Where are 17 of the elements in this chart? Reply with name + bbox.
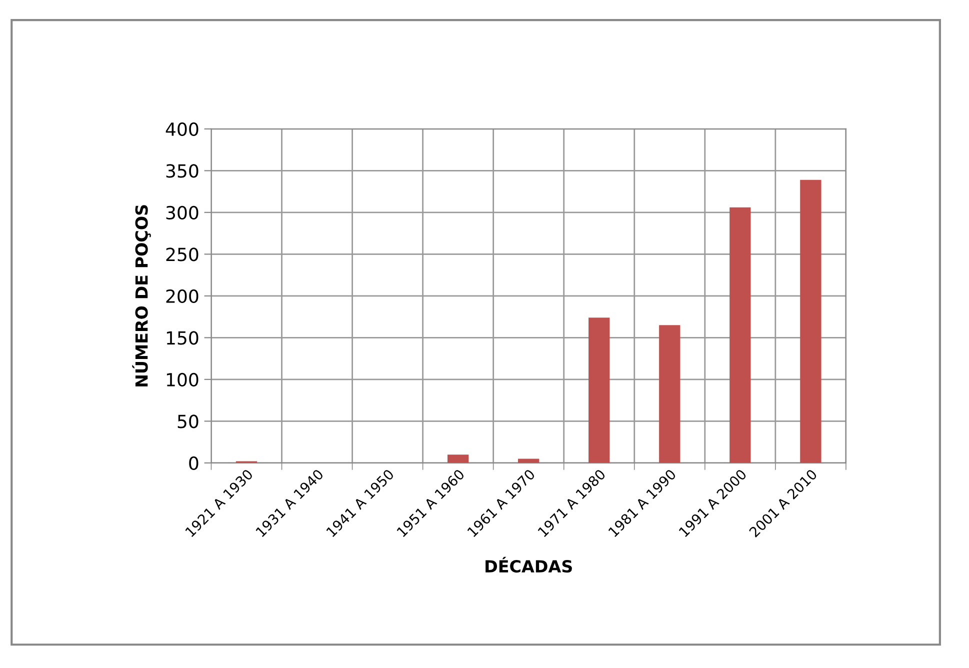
y-axis-title: NÚMERO DE POÇOS	[132, 205, 151, 386]
y-tick-label: 50	[178, 414, 198, 428]
bar	[659, 325, 680, 463]
y-tick-label: 100	[166, 372, 198, 387]
bar	[588, 318, 610, 463]
y-tick-label: 400	[166, 122, 198, 136]
y-tick-label: 250	[166, 248, 198, 262]
y-tick-label: 300	[166, 206, 198, 220]
bar	[518, 458, 540, 463]
y-tick-label: 0	[189, 456, 198, 470]
y-tick-label: 200	[166, 289, 198, 304]
x-axis-title: DÉCADAS	[486, 556, 572, 573]
y-tick-label: 350	[166, 164, 198, 178]
bar	[447, 454, 469, 463]
y-tick-label: 150	[166, 331, 198, 345]
bar	[800, 180, 822, 463]
bar	[730, 207, 751, 463]
